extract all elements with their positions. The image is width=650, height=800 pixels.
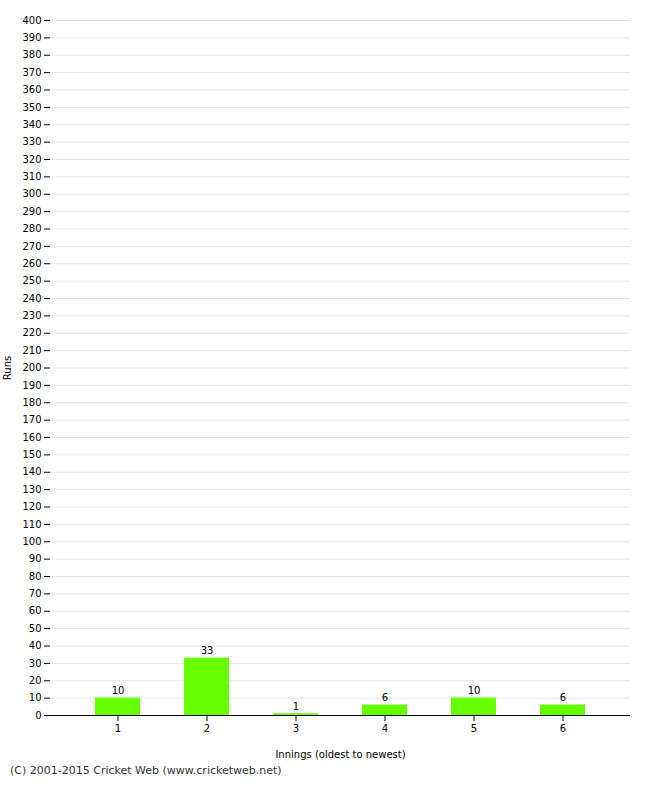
svg-text:6: 6 (560, 692, 566, 703)
svg-text:Runs: Runs (2, 356, 13, 380)
svg-text:300: 300 (22, 188, 41, 199)
svg-text:40: 40 (29, 640, 42, 651)
svg-text:1: 1 (293, 701, 299, 712)
svg-text:170: 170 (22, 414, 41, 425)
svg-text:Innings (oldest to newest): Innings (oldest to newest) (275, 749, 405, 760)
svg-text:140: 140 (22, 466, 41, 477)
svg-text:220: 220 (22, 327, 41, 338)
svg-text:290: 290 (22, 206, 41, 217)
svg-text:380: 380 (22, 49, 41, 60)
svg-text:350: 350 (22, 102, 41, 113)
svg-text:250: 250 (22, 275, 41, 286)
svg-text:90: 90 (29, 553, 42, 564)
svg-text:320: 320 (22, 154, 41, 165)
svg-text:10: 10 (468, 685, 481, 696)
svg-text:130: 130 (22, 484, 41, 495)
svg-text:6: 6 (560, 723, 566, 734)
svg-text:260: 260 (22, 258, 41, 269)
svg-text:150: 150 (22, 449, 41, 460)
svg-text:390: 390 (22, 32, 41, 43)
svg-text:5: 5 (471, 723, 477, 734)
html-text:(C) 2001-2015 Cricket Web (www: (C) 2001-2015 Cricket Web (www.cricketwe… (10, 764, 282, 777)
svg-text:310: 310 (22, 171, 41, 182)
svg-text:0: 0 (35, 710, 41, 721)
svg-text:230: 230 (22, 310, 41, 321)
svg-text:190: 190 (22, 380, 41, 391)
svg-text:10: 10 (29, 692, 42, 703)
svg-text:340: 340 (22, 119, 41, 130)
svg-text:400: 400 (22, 15, 41, 26)
svg-text:60: 60 (29, 605, 42, 616)
svg-text:1: 1 (115, 723, 121, 734)
svg-text:280: 280 (22, 223, 41, 234)
svg-text:4: 4 (382, 723, 388, 734)
svg-text:330: 330 (22, 136, 41, 147)
svg-text:240: 240 (22, 293, 41, 304)
svg-text:270: 270 (22, 241, 41, 252)
svg-text:33: 33 (201, 645, 214, 656)
svg-text:120: 120 (22, 501, 41, 512)
svg-text:70: 70 (29, 588, 42, 599)
svg-text:370: 370 (22, 67, 41, 78)
svg-text:2: 2 (204, 723, 210, 734)
svg-text:210: 210 (22, 345, 41, 356)
svg-text:110: 110 (22, 519, 41, 530)
svg-text:180: 180 (22, 397, 41, 408)
svg-text:160: 160 (22, 432, 41, 443)
svg-text:80: 80 (29, 571, 42, 582)
svg-text:100: 100 (22, 536, 41, 547)
svg-text:10: 10 (112, 685, 125, 696)
svg-text:360: 360 (22, 84, 41, 95)
svg-text:20: 20 (29, 675, 42, 686)
svg-text:200: 200 (22, 362, 41, 373)
svg-text:6: 6 (382, 692, 388, 703)
svg-text:50: 50 (29, 623, 42, 634)
svg-text:3: 3 (293, 723, 299, 734)
svg-text:30: 30 (29, 658, 42, 669)
